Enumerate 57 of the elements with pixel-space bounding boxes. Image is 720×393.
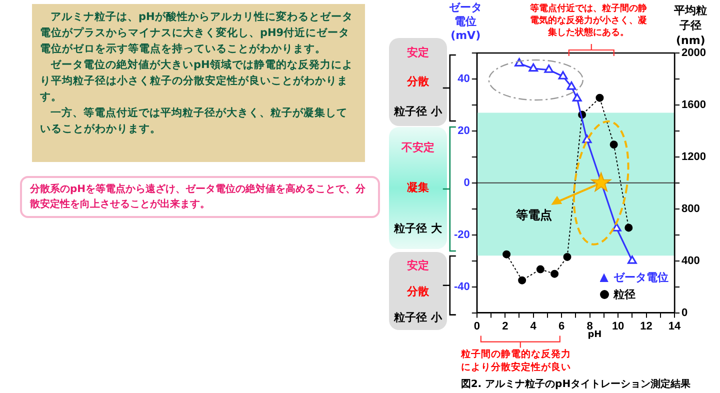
- text: 粒子径 小: [394, 310, 442, 324]
- text: 分散系のpHを等電点から遠ざけ、ゼータ電位の絶対値を高めることで、分散安定性を向上させることが出来ます。: [20, 176, 380, 218]
- text: 凝集: [407, 180, 429, 196]
- point: [528, 63, 538, 72]
- text: 安定: [407, 45, 429, 60]
- y-tick-label: 20: [458, 124, 470, 137]
- text: 等電点付近では、粒子間の静電気的な反発力が小さく、凝集した状態にある。: [529, 3, 648, 39]
- y-axis-title: ゼータ電位(mV): [448, 1, 484, 43]
- x-tick-label: 14: [668, 320, 682, 332]
- point: [558, 71, 568, 80]
- y-tick-label: 40: [458, 73, 470, 86]
- point: [544, 64, 554, 73]
- point: [612, 223, 622, 232]
- point: [563, 252, 572, 261]
- legend-label: ゼータ電位: [614, 270, 669, 284]
- y2-tick-label: 1200: [682, 150, 706, 163]
- x-tick-label: 0: [474, 320, 480, 332]
- text: 粒子径 小: [394, 104, 442, 119]
- text: 分散: [407, 284, 429, 298]
- point: [502, 250, 511, 258]
- annotation: 等電点: [516, 206, 552, 224]
- y2-tick-label: 800: [682, 202, 700, 215]
- x-tick-label: 2: [502, 320, 508, 332]
- point: [536, 265, 544, 274]
- point: [627, 256, 637, 264]
- x-tick-label: 4: [530, 320, 538, 332]
- point: [582, 134, 592, 144]
- y2-tick-label: 0: [682, 306, 688, 319]
- y-tick-label: -20: [454, 228, 470, 241]
- y2-tick-label: 400: [682, 254, 700, 267]
- point: [550, 270, 559, 278]
- point: [624, 224, 633, 232]
- y-tick-label: 0: [464, 176, 470, 189]
- text: 粒子間の静電的な反発力により分散安定性が良い: [460, 348, 572, 374]
- text: 不安定: [402, 140, 434, 155]
- point: [518, 276, 526, 284]
- text: 粒子径 大: [394, 221, 442, 236]
- y2-axis-title: 平均粒子径(nm): [673, 3, 708, 48]
- text: 図2. アルミナ粒子のpHタイトレーション測定結果: [460, 377, 692, 391]
- x-axis-title: pH: [588, 330, 602, 340]
- text: アルミナ粒子は、pHが酸性からアルカリ性に変わるとゼータ電位がプラスからマイナスに大きく変化し、pH9付近にゼータ電位がゼロを示す等電点を持っていることがわかります。: [40, 10, 354, 57]
- point: [596, 94, 604, 102]
- text: 分散: [407, 74, 429, 90]
- x-tick-label: 12: [640, 320, 652, 332]
- point: [610, 140, 618, 149]
- legend-label: 粒径: [614, 288, 636, 301]
- x-tick-label: 8: [586, 320, 593, 332]
- x-tick-label: 6: [558, 320, 565, 332]
- y2-tick-label: 1600: [682, 98, 706, 111]
- y2-tick-label: 2000: [682, 47, 706, 60]
- x-tick-label: 10: [612, 320, 624, 332]
- text: 安定: [407, 258, 429, 272]
- point: [566, 81, 576, 90]
- text: ゼータ電位の絶対値が大きいpH領域では静電的な反発力により平均粒子径は小さく粒子の分散安定性が良いことがわかります。: [40, 58, 354, 105]
- point: [572, 93, 582, 102]
- y-tick-label: -40: [454, 280, 470, 293]
- text: 一方、等電点付近では平均粒子径が大きく、粒子が凝集していることがわかります。: [40, 106, 348, 137]
